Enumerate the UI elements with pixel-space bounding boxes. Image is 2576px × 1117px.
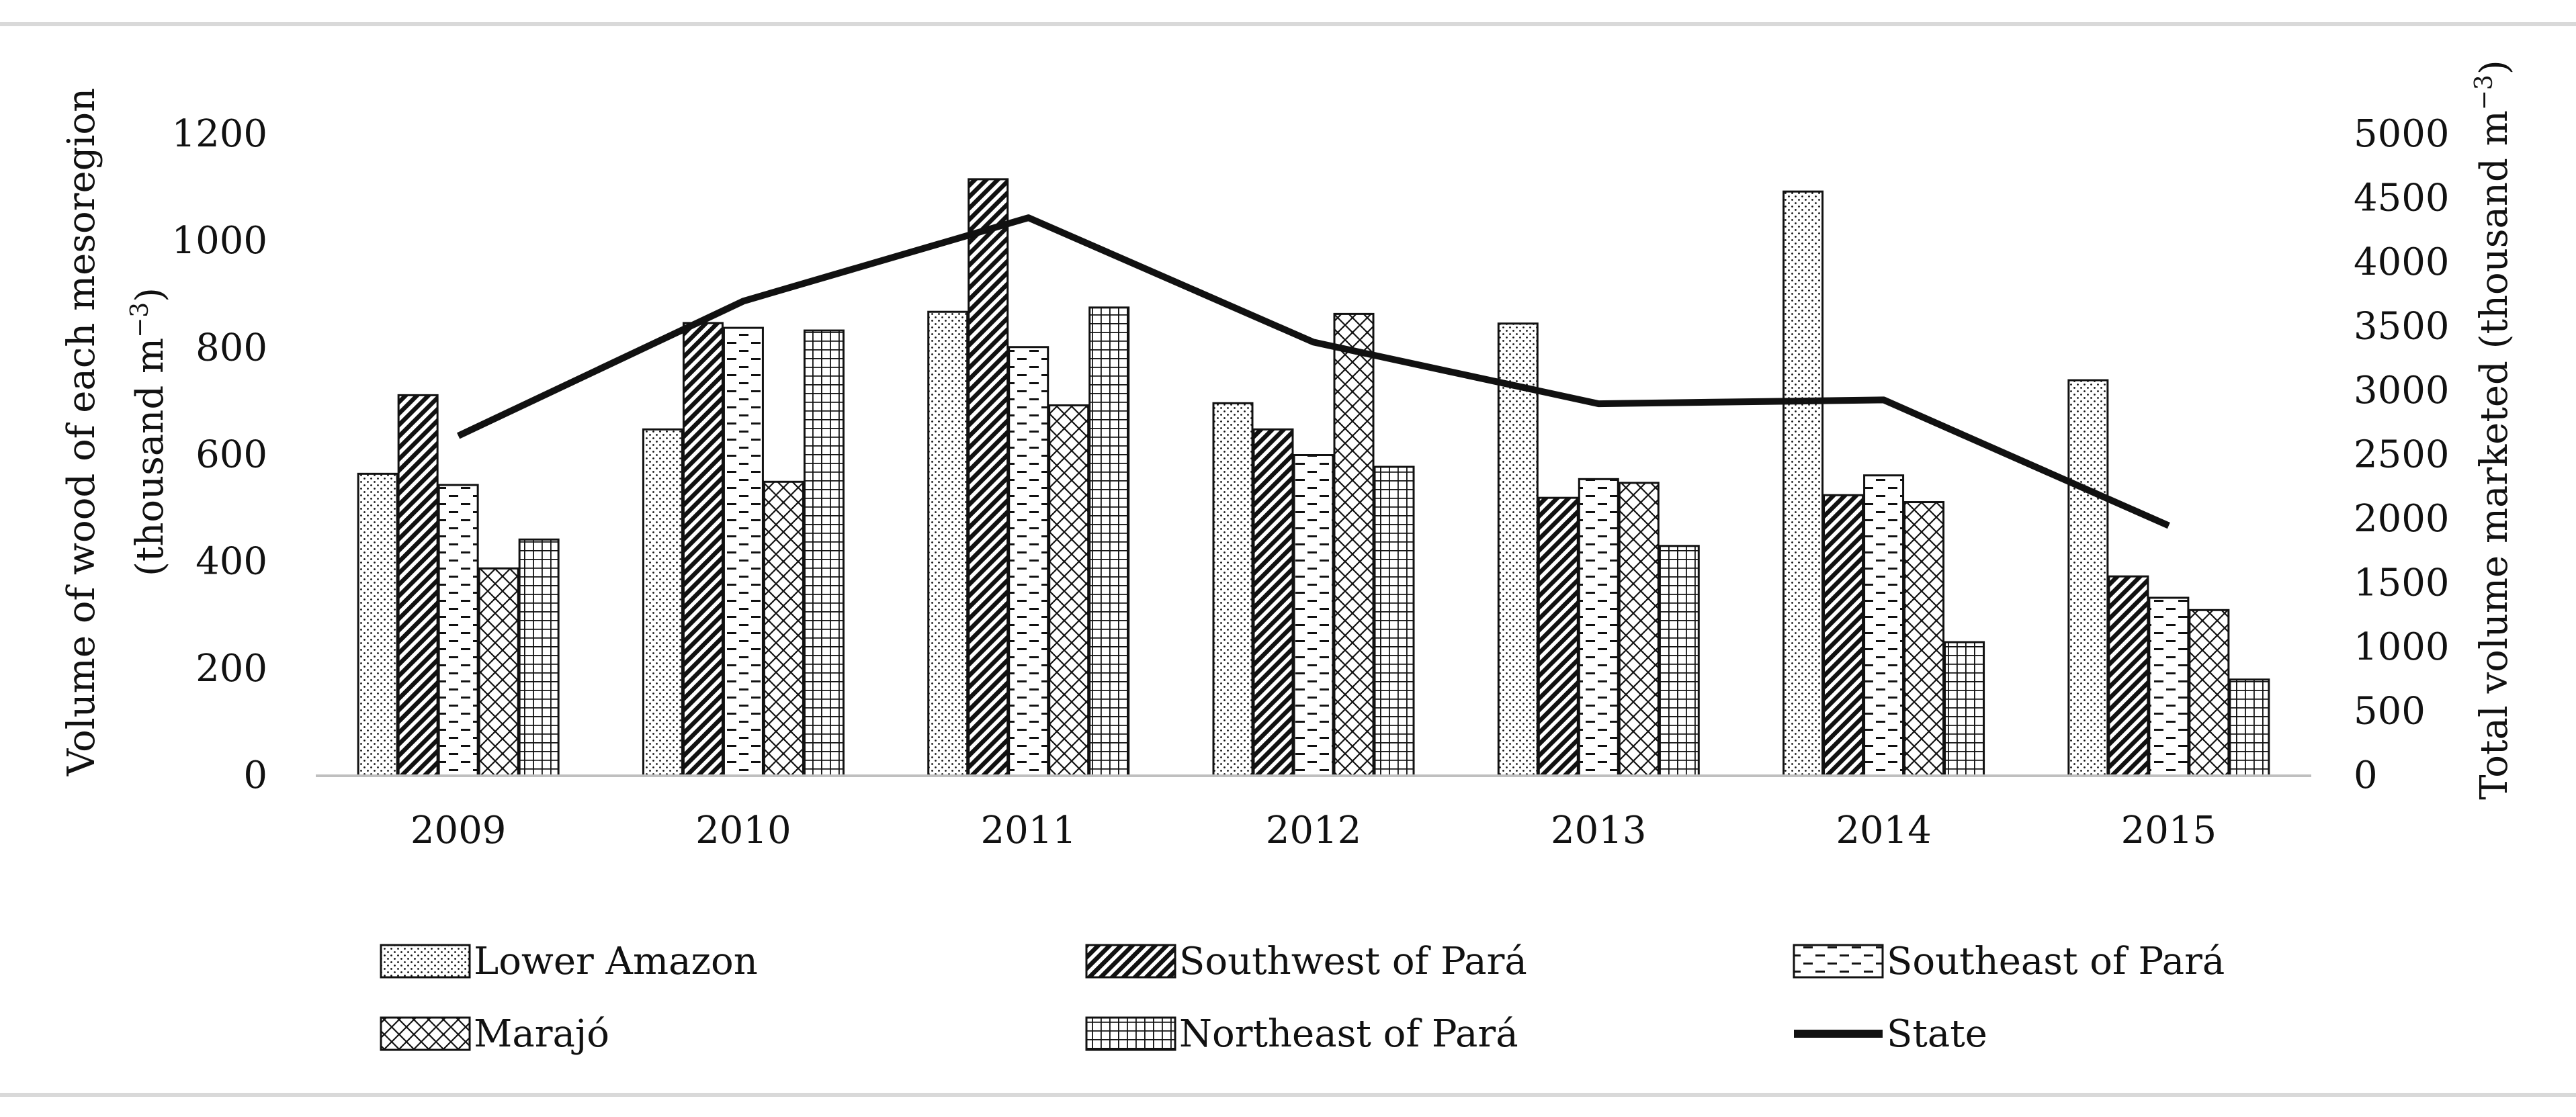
- bar-southeast-of-para-2015: [2148, 596, 2190, 777]
- bar-lower-amazon-2013: [1497, 322, 1539, 777]
- y-left-tick-label: 800: [196, 326, 267, 369]
- y-left-tick-label: 200: [196, 647, 267, 690]
- bar-lower-amazon-2010: [642, 428, 683, 777]
- legend-label-state: State: [1887, 1012, 1987, 1056]
- y-right-tick-label: 1000: [2354, 625, 2450, 669]
- y-axis-left-subtitle: (thousand m−3): [126, 287, 172, 576]
- legend-label-lower-amazon: Lower Amazon: [474, 940, 758, 983]
- bar-southeast-of-para-2009: [437, 484, 479, 777]
- x-tick-label-2009: 2009: [411, 809, 507, 852]
- y-right-tick-label: 2500: [2354, 433, 2450, 477]
- bar-lower-amazon-2012: [1212, 402, 1254, 777]
- bar-marajo-2011: [1048, 404, 1090, 777]
- y-right-tick-label: 4000: [2354, 240, 2450, 284]
- legend-swatch-lower-amazon: [380, 944, 471, 979]
- bar-southeast-of-para-2014: [1863, 474, 1905, 777]
- bar-northeast-of-para-2010: [803, 329, 845, 777]
- y-right-tick-label: 0: [2354, 754, 2378, 797]
- y-left-tick-label: 400: [196, 540, 267, 584]
- bar-southeast-of-para-2012: [1293, 454, 1334, 777]
- bar-southeast-of-para-2010: [722, 326, 764, 777]
- bar-northeast-of-para-2014: [1944, 641, 1985, 777]
- bar-southwest-of-para-2011: [968, 178, 1009, 777]
- bar-northeast-of-para-2015: [2229, 678, 2270, 777]
- bar-lower-amazon-2011: [927, 310, 969, 777]
- y-left-tick-label: 0: [243, 754, 267, 797]
- legend-swatch-marajo: [380, 1016, 471, 1051]
- bar-northeast-of-para-2013: [1658, 545, 1700, 777]
- x-tick-label-2014: 2014: [1836, 809, 1932, 852]
- bar-southeast-of-para-2011: [1008, 346, 1049, 777]
- y-left-tick-label: 1000: [171, 219, 267, 263]
- y-right-tick-label: 5000: [2354, 112, 2450, 156]
- bar-marajo-2015: [2188, 609, 2230, 777]
- bar-southwest-of-para-2014: [1823, 494, 1864, 777]
- legend-swatch-northeast-para: [1085, 1016, 1176, 1051]
- y-right-tick-label: 2000: [2354, 497, 2450, 541]
- bar-lower-amazon-2014: [1783, 190, 1824, 777]
- x-tick-label-2015: 2015: [2121, 809, 2217, 852]
- legend-label-northeast-para: Northeast of Pará: [1179, 1012, 1518, 1056]
- bar-northeast-of-para-2011: [1088, 306, 1130, 777]
- bar-southwest-of-para-2012: [1252, 428, 1294, 777]
- bar-lower-amazon-2015: [2067, 379, 2109, 777]
- y-right-tick-label: 1500: [2354, 562, 2450, 605]
- y-right-tick-label: 3500: [2354, 305, 2450, 349]
- y-left-tick-label: 1200: [171, 112, 267, 156]
- y-left-tick-label: 600: [196, 433, 267, 477]
- legend-swatch-southwest-para: [1085, 944, 1176, 979]
- bar-lower-amazon-2009: [357, 472, 398, 777]
- bars: [357, 178, 2270, 777]
- legend: Lower Amazon Southwest of Pará Southeast…: [380, 940, 2225, 1056]
- y-axis-left-title: Volume of wood of each mesoregion: [60, 88, 103, 776]
- x-tick-label-2013: 2013: [1551, 809, 1647, 852]
- bar-marajo-2009: [478, 567, 519, 777]
- bar-marajo-2013: [1618, 482, 1660, 777]
- legend-label-southeast-para: Southeast of Pará: [1887, 940, 2225, 983]
- y-axis-right-title: Total volume marketed (thousand m−3): [2471, 60, 2516, 799]
- x-tick-label-2012: 2012: [1266, 809, 1362, 852]
- bar-marajo-2012: [1333, 312, 1375, 777]
- x-tick-label-2010: 2010: [695, 809, 791, 852]
- legend-label-southwest-para: Southwest of Pará: [1179, 940, 1527, 983]
- x-tick-label-2011: 2011: [980, 809, 1076, 852]
- y-right-tick-label: 4500: [2354, 177, 2450, 220]
- bar-northeast-of-para-2012: [1373, 465, 1415, 777]
- bar-southwest-of-para-2015: [2108, 575, 2149, 777]
- axis-ticks: 0 200 400 600 800 1000 1200 0 500 1000 1500 2000 250…: [171, 112, 2449, 852]
- bar-northeast-of-para-2009: [518, 538, 560, 777]
- legend-swatch-southeast-para: [1793, 944, 1884, 979]
- bar-marajo-2014: [1903, 501, 1945, 777]
- state-line-layer: [457, 214, 2170, 529]
- bar-southwest-of-para-2009: [397, 394, 439, 777]
- bar-southeast-of-para-2013: [1578, 478, 1619, 777]
- y-right-tick-label: 500: [2354, 690, 2425, 733]
- bar-southwest-of-para-2010: [682, 322, 724, 777]
- y-right-tick-label: 3000: [2354, 369, 2450, 412]
- bar-southwest-of-para-2013: [1537, 496, 1579, 777]
- legend-label-marajo: Marajó: [474, 1012, 609, 1056]
- bar-marajo-2010: [763, 480, 804, 777]
